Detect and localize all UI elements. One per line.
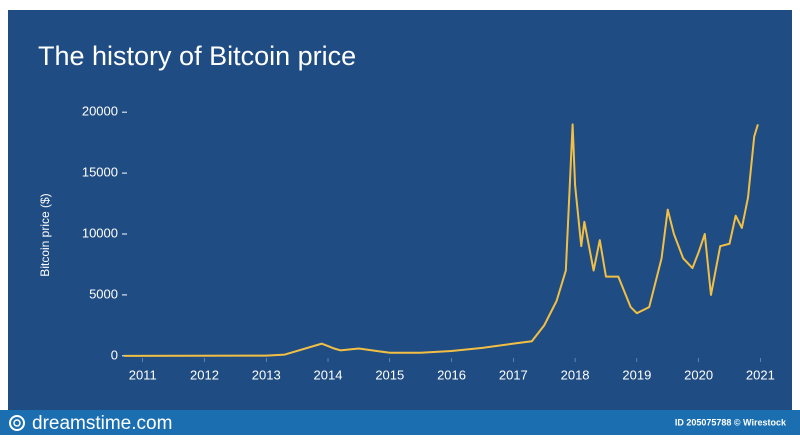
x-tick-label: 2019 <box>622 367 651 382</box>
x-tick-label: 2018 <box>561 367 590 382</box>
footer-credit: ID 205075788 © Wirestock <box>675 417 787 427</box>
x-tick-label: 2021 <box>746 367 775 382</box>
y-tick-label: 0 <box>111 347 118 362</box>
chart-background <box>8 10 792 410</box>
x-tick-label: 2011 <box>129 367 157 382</box>
y-tick-label: 20000 <box>82 104 118 119</box>
footer-brand: dreamstime.com <box>32 413 172 434</box>
y-axis-label: Bitcoin price ($) <box>38 193 52 276</box>
x-tick-label: 2016 <box>437 367 466 382</box>
x-tick-label: 2014 <box>314 367 343 382</box>
chart-title: The history of Bitcoin price <box>38 41 356 71</box>
y-tick-label: 10000 <box>82 225 118 240</box>
logo-icon <box>9 415 25 431</box>
x-tick-label: 2015 <box>375 367 404 382</box>
x-tick-label: 2017 <box>499 367 528 382</box>
x-tick-label: 2020 <box>684 367 713 382</box>
y-tick-label: 5000 <box>89 286 118 301</box>
footer-bar <box>0 410 800 435</box>
x-tick-label: 2013 <box>252 367 281 382</box>
x-tick-label: 2012 <box>190 367 219 382</box>
price-line <box>124 123 759 357</box>
y-tick-label: 15000 <box>82 165 118 180</box>
